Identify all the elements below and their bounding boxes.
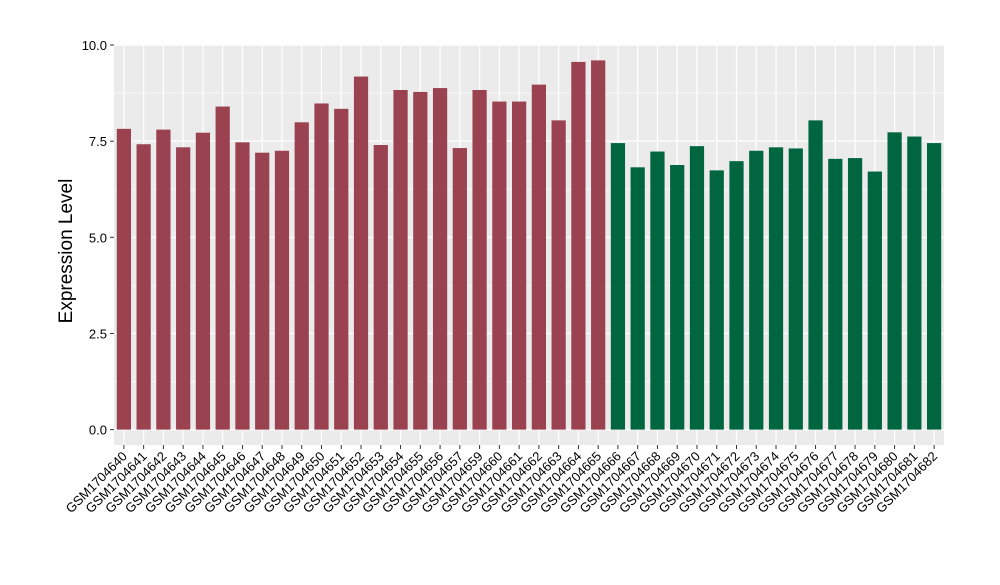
bar bbox=[768, 147, 784, 430]
bar bbox=[215, 106, 230, 430]
bar bbox=[788, 148, 803, 430]
bar bbox=[749, 150, 764, 430]
y-tick-label: 5.0 bbox=[89, 230, 107, 245]
bar bbox=[136, 144, 151, 430]
bar bbox=[867, 171, 882, 430]
bar bbox=[907, 136, 922, 430]
bar bbox=[452, 148, 467, 430]
plot-panel bbox=[114, 45, 944, 445]
bar bbox=[551, 120, 566, 430]
bar bbox=[729, 161, 744, 430]
y-axis: 0.0 2.5 5.0 7.5 10.0 bbox=[82, 38, 114, 438]
bar bbox=[650, 151, 665, 430]
bar bbox=[887, 132, 902, 430]
bar bbox=[235, 142, 250, 430]
bar bbox=[334, 108, 349, 430]
bar bbox=[353, 76, 369, 430]
bar bbox=[808, 120, 823, 430]
bar bbox=[531, 84, 546, 430]
bar bbox=[393, 90, 408, 430]
bar bbox=[709, 170, 724, 430]
bar bbox=[591, 60, 606, 430]
bar bbox=[432, 88, 448, 430]
bar bbox=[156, 129, 171, 430]
bar bbox=[255, 152, 270, 430]
bar bbox=[472, 90, 487, 430]
bar bbox=[828, 158, 843, 430]
y-tick-label: 7.5 bbox=[89, 134, 107, 149]
bar bbox=[630, 167, 645, 430]
bar bbox=[176, 147, 191, 430]
bar bbox=[413, 91, 428, 430]
y-tick-label: 2.5 bbox=[89, 326, 107, 341]
bar bbox=[610, 143, 626, 430]
bar bbox=[294, 122, 309, 430]
bar bbox=[116, 128, 131, 430]
bar bbox=[373, 145, 388, 430]
bar bbox=[195, 132, 211, 430]
bar bbox=[571, 61, 586, 430]
bar bbox=[689, 146, 705, 430]
bar bbox=[927, 143, 942, 430]
y-tick-label: 0.0 bbox=[89, 423, 107, 438]
bar bbox=[512, 101, 527, 430]
bar bbox=[492, 101, 507, 430]
bar bbox=[847, 158, 863, 430]
bar bbox=[274, 150, 290, 430]
y-axis-title: Expression Level bbox=[56, 179, 77, 324]
bar bbox=[314, 103, 329, 430]
x-axis: GSM1704640GSM1704641GSM1704642GSM1704643… bbox=[63, 445, 940, 516]
y-tick-label: 10.0 bbox=[82, 38, 107, 53]
bars bbox=[116, 60, 942, 430]
bar bbox=[670, 165, 685, 430]
